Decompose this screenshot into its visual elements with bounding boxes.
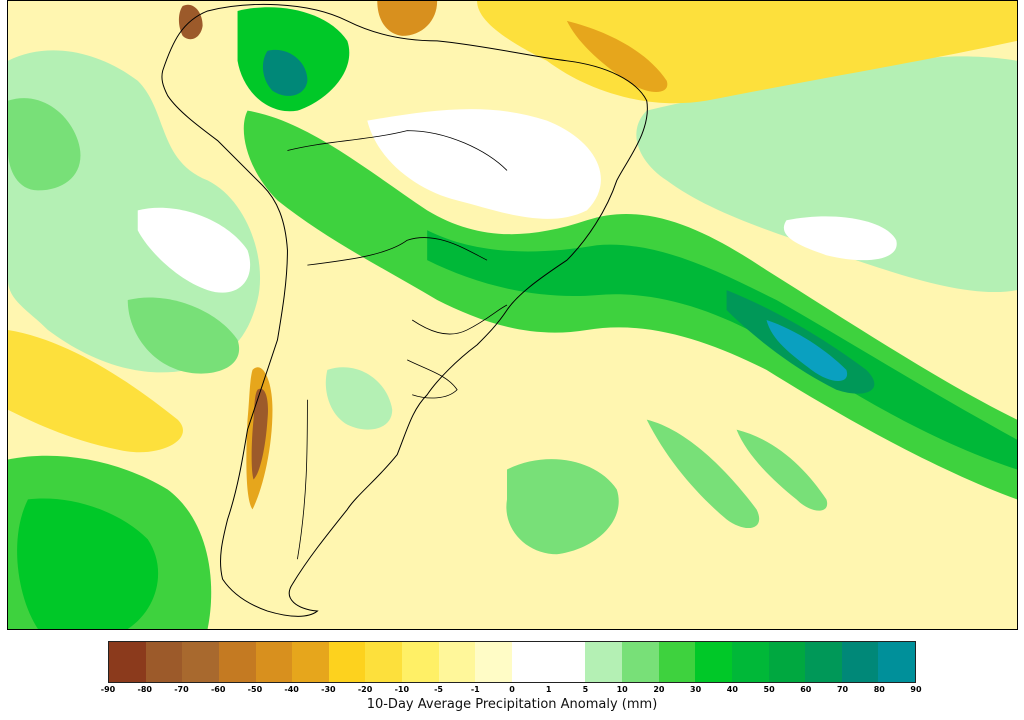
colorbar-swatch bbox=[109, 642, 146, 682]
brazil-white-region bbox=[367, 109, 601, 219]
colorbar-tick-label: 5 bbox=[582, 685, 589, 694]
sacz-green-band bbox=[243, 110, 1017, 500]
colorbar-tick-label: -5 bbox=[434, 685, 443, 694]
sacz-dark-green-core bbox=[427, 230, 1017, 470]
amazon-blue-patch bbox=[262, 49, 308, 96]
colorbar-swatch bbox=[218, 642, 256, 682]
colorbar-tick-label: -60 bbox=[210, 685, 226, 694]
colorbar-swatch bbox=[878, 642, 916, 682]
south-atlantic-green-blob bbox=[506, 459, 619, 555]
colorbar-swatch bbox=[585, 642, 622, 682]
colorbar-swatch bbox=[768, 642, 806, 682]
colorbar-swatch bbox=[475, 642, 513, 682]
colorbar-swatch bbox=[731, 642, 769, 682]
colorbar-tick-label: 10 bbox=[616, 685, 628, 694]
colorbar-tick-label: 1 bbox=[545, 685, 552, 694]
pacific-green-mid bbox=[127, 297, 240, 374]
colorbar-tick-label: -10 bbox=[394, 685, 410, 694]
internal-border-1 bbox=[287, 130, 508, 171]
south-atlantic-green-streak bbox=[646, 419, 760, 529]
colorbar bbox=[108, 641, 916, 683]
atlantic-white-patch bbox=[783, 216, 897, 261]
colorbar-tick-label: -30 bbox=[321, 685, 336, 694]
internal-border-3 bbox=[411, 304, 508, 335]
colorbar-tick-label: -70 bbox=[174, 685, 189, 694]
venezuela-orange bbox=[377, 1, 438, 36]
colorbar-tick-label: -20 bbox=[357, 685, 373, 694]
colorbar-swatch bbox=[841, 642, 879, 682]
continent-outline bbox=[161, 3, 648, 617]
sacz-blue-core bbox=[766, 319, 848, 382]
colorbar-tick-label: 90 bbox=[910, 685, 922, 694]
argentina-green-patch bbox=[325, 367, 393, 430]
north-andes-brown bbox=[178, 4, 203, 40]
colorbar-swatch bbox=[402, 642, 439, 682]
colorbar-swatch bbox=[695, 642, 732, 682]
andes-brown-strip bbox=[251, 388, 268, 480]
south-pacific-green-dark bbox=[17, 498, 159, 629]
colorbar-tick-label: 0 bbox=[509, 685, 515, 694]
colorbar-tick-label: 20 bbox=[653, 685, 665, 694]
colorbar-tick-label: -90 bbox=[100, 685, 116, 694]
colorbar-tick-label: -1 bbox=[470, 685, 480, 694]
colorbar-swatch bbox=[365, 642, 403, 682]
colorbar-tick-label: -40 bbox=[284, 685, 299, 694]
pacific-white-patch bbox=[137, 207, 251, 293]
colorbar-swatch bbox=[621, 642, 659, 682]
colorbar-swatch bbox=[548, 642, 586, 682]
internal-border-2 bbox=[307, 237, 488, 266]
colorbar-tick-label: 60 bbox=[800, 685, 812, 694]
colorbar-swatch bbox=[328, 642, 366, 682]
colorbar-ticks: -90 -80 -70 -60 -50 -40 -30 -20 -10 -5 -1 0 1 5 10 20 30… bbox=[101, 685, 922, 697]
pacific-yellow-band bbox=[8, 329, 183, 453]
colorbar-tick-label: -50 bbox=[247, 685, 263, 694]
colorbar-swatch bbox=[145, 642, 183, 682]
colorbar-tick-label: 70 bbox=[836, 685, 849, 694]
colorbar-tick-label: 80 bbox=[873, 685, 885, 694]
colorbar-tick-label: 50 bbox=[763, 685, 775, 694]
equatorial-orange-streak bbox=[566, 20, 668, 92]
pacific-green-patch bbox=[8, 98, 81, 191]
colorbar-swatch bbox=[292, 642, 329, 682]
colorbar-swatch bbox=[438, 642, 476, 682]
colorbar-swatch bbox=[182, 642, 219, 682]
colorbar-swatch bbox=[255, 642, 293, 682]
colorbar-swatch bbox=[512, 642, 549, 682]
equatorial-yellow-band bbox=[477, 1, 1017, 104]
internal-border-5 bbox=[407, 359, 458, 399]
atlantic-north-green bbox=[636, 56, 1017, 293]
colorbar-tick-label: -80 bbox=[137, 685, 152, 694]
colorbar-tick-label: 30 bbox=[690, 685, 702, 694]
precipitation-anomaly-map bbox=[7, 0, 1018, 630]
south-atlantic-green-east bbox=[736, 429, 828, 511]
colorbar-swatch bbox=[658, 642, 696, 682]
colorbar-title: 10-Day Average Precipitation Anomaly (mm… bbox=[366, 697, 658, 712]
colorbar-swatch bbox=[805, 642, 842, 682]
map-svg bbox=[8, 1, 1017, 629]
colorbar-tick-label: 40 bbox=[726, 685, 738, 694]
internal-border-4 bbox=[297, 399, 308, 560]
